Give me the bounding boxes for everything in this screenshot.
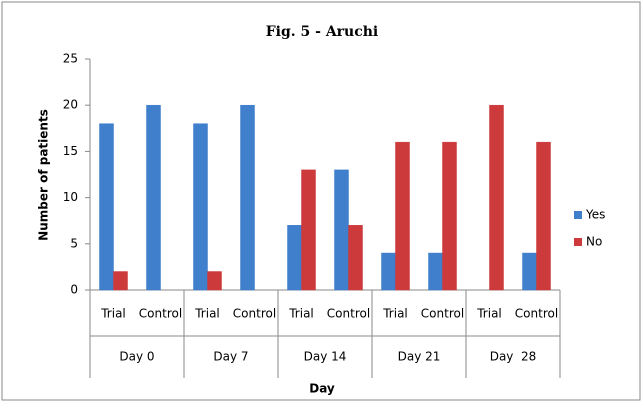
x-tick-label: Trial [476,307,502,321]
bar [240,104,255,291]
bar [207,271,222,291]
x-tick-label: Trial [194,307,220,321]
y-tick-label: 10 [63,190,78,204]
bar [99,123,114,291]
group-label: Day 14 [304,350,347,364]
bar [381,252,396,291]
y-tick-label: 5 [70,236,78,250]
group-label: Day 28 [490,350,537,364]
x-tick-label: Control [421,307,464,321]
bar [489,104,504,291]
group-label: Day 0 [119,350,154,364]
bar [113,271,128,291]
group-label: Day 7 [213,350,248,364]
bar [146,104,161,291]
legend-label: No [586,235,602,249]
bar [193,123,208,291]
bar [536,141,551,291]
bar [442,141,457,291]
y-tick-label: 20 [63,98,78,112]
y-tick-label: 15 [63,144,78,158]
x-tick-label: Trial [288,307,314,321]
bar [348,225,363,291]
bar [522,252,537,291]
legend-swatch [574,211,582,219]
y-tick-label: 0 [70,283,78,297]
bar [301,169,316,291]
x-tick-label: Control [233,307,276,321]
y-axis-label: Number of patients [37,109,51,241]
legend-swatch [574,238,582,246]
bar [334,169,349,291]
y-tick-label: 25 [63,52,78,66]
x-tick-label: Control [139,307,182,321]
legend-label: Yes [585,208,605,222]
x-axis-label: Day [309,382,335,396]
x-tick-label: Trial [100,307,126,321]
bar [287,225,302,291]
chart-title: Fig. 5 - Aruchi [266,24,379,40]
x-tick-label: Control [515,307,558,321]
x-tick-label: Trial [382,307,408,321]
group-label: Day 21 [398,350,441,364]
x-tick-label: Control [327,307,370,321]
bar [395,141,410,291]
bar [428,252,443,291]
